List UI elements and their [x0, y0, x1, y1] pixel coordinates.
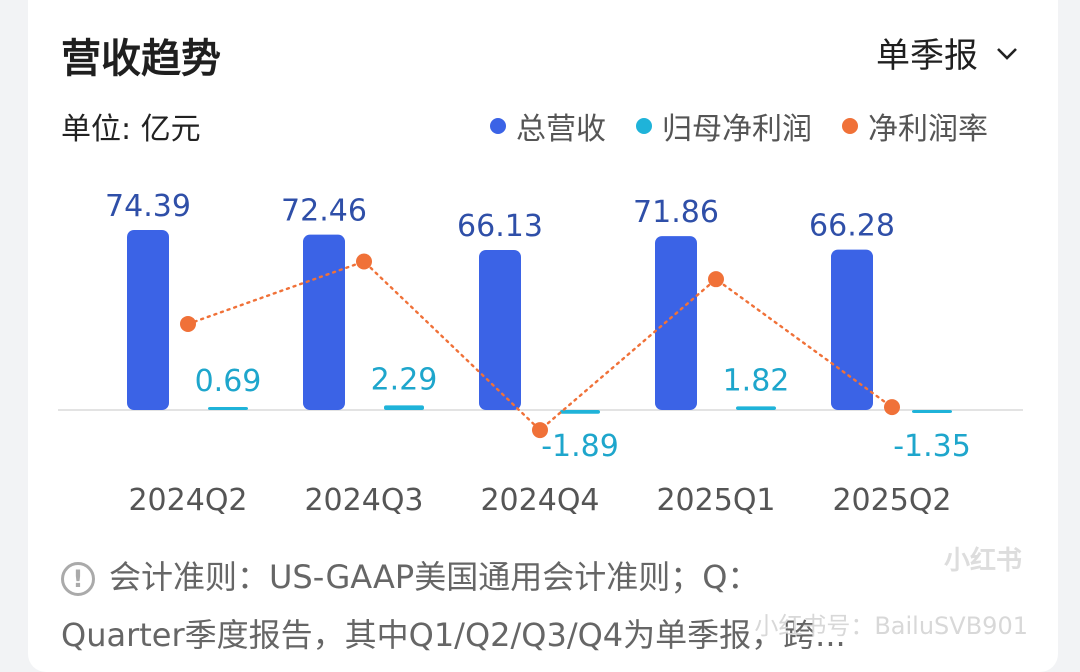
- legend-label-profit: 归母净利润: [662, 112, 812, 147]
- legend-dot-revenue: [490, 118, 506, 134]
- data-label-revenue: 74.39: [105, 189, 191, 224]
- data-label-revenue: 66.28: [809, 209, 895, 244]
- data-label-revenue: 66.13: [457, 209, 543, 244]
- legend-item-revenue[interactable]: 总营收: [490, 104, 606, 148]
- legend-item-profit[interactable]: 归母净利润: [636, 104, 812, 148]
- line-margin: [186, 260, 894, 432]
- data-label-profit: 2.29: [371, 362, 438, 397]
- revenue-chart: 74.39 0.69 2024Q2 72.46 2.29 2024Q3 66.13 -1.89…: [58, 189, 1023, 518]
- watermark-brand: 小红书: [943, 546, 1022, 576]
- revenue-trend-card: 营收趋势 单季报 单位: 亿元 总营收 归母净利润 净利润率 74.39 0.69…: [28, 0, 1058, 672]
- period-selector[interactable]: 单季报: [876, 28, 1018, 77]
- x-tick-label: 2024Q4: [480, 483, 599, 518]
- chart-legend: 总营收 归母净利润 净利润率: [490, 104, 988, 148]
- footnote: ! 会计准则：US-GAAP美国通用会计准则；Q： Quarter季度报告，其中Q…: [61, 548, 1021, 664]
- bar-profit: [384, 405, 424, 410]
- point-margin: [356, 253, 372, 270]
- legend-label-margin: 净利润率: [868, 112, 988, 147]
- legend-label-revenue: 总营收: [516, 112, 606, 147]
- footnote-text-1: 会计准则：US-GAAP美国通用会计准则；Q：: [109, 558, 760, 596]
- chevron-down-icon: [997, 47, 1017, 60]
- data-label-profit: -1.35: [893, 429, 971, 464]
- point-margin: [708, 271, 724, 288]
- info-icon: !: [61, 562, 95, 596]
- point-margin: [532, 422, 548, 439]
- point-margin: [884, 399, 900, 416]
- point-margin: [180, 315, 196, 332]
- data-label-profit: 0.69: [195, 364, 262, 399]
- bar-profit: [912, 410, 952, 413]
- period-label: 单季报: [876, 36, 978, 76]
- bar-revenue: [127, 229, 169, 410]
- bar-revenue: [303, 234, 345, 410]
- bar-revenue: [831, 249, 873, 410]
- x-tick-label: 2024Q2: [128, 483, 247, 518]
- watermark-user: 小红书号：BailuSVB901: [754, 612, 1028, 640]
- data-label-profit: 1.82: [723, 363, 790, 398]
- legend-dot-profit: [636, 118, 652, 134]
- unit-label: 单位: 亿元: [61, 112, 201, 147]
- data-label-revenue: 72.46: [281, 194, 367, 229]
- x-tick-label: 2024Q3: [304, 483, 423, 518]
- bar-profit: [736, 406, 776, 410]
- footnote-text-2: Quarter季度报告，其中Q1/Q2/Q3/Q4为单季报，跨...: [61, 616, 846, 654]
- footnote-line-1: ! 会计准则：US-GAAP美国通用会计准则；Q：: [61, 548, 1021, 606]
- bar-profit: [208, 407, 248, 410]
- data-label-profit: -1.89: [541, 429, 619, 464]
- legend-item-margin[interactable]: 净利润率: [842, 104, 988, 148]
- bar-profit: [560, 410, 600, 414]
- data-label-revenue: 71.86: [633, 195, 719, 230]
- x-tick-label: 2025Q2: [832, 483, 951, 518]
- bar-revenue: [655, 236, 697, 410]
- bar-revenue: [479, 249, 521, 410]
- legend-dot-margin: [842, 118, 858, 134]
- card-title: 营收趋势: [61, 36, 221, 82]
- x-tick-label: 2025Q1: [656, 483, 775, 518]
